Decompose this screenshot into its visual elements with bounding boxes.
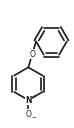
Text: +: + xyxy=(32,94,36,99)
Text: N: N xyxy=(25,96,32,105)
Text: O: O xyxy=(29,50,35,59)
Text: O: O xyxy=(25,110,31,119)
Text: −: − xyxy=(32,115,36,120)
